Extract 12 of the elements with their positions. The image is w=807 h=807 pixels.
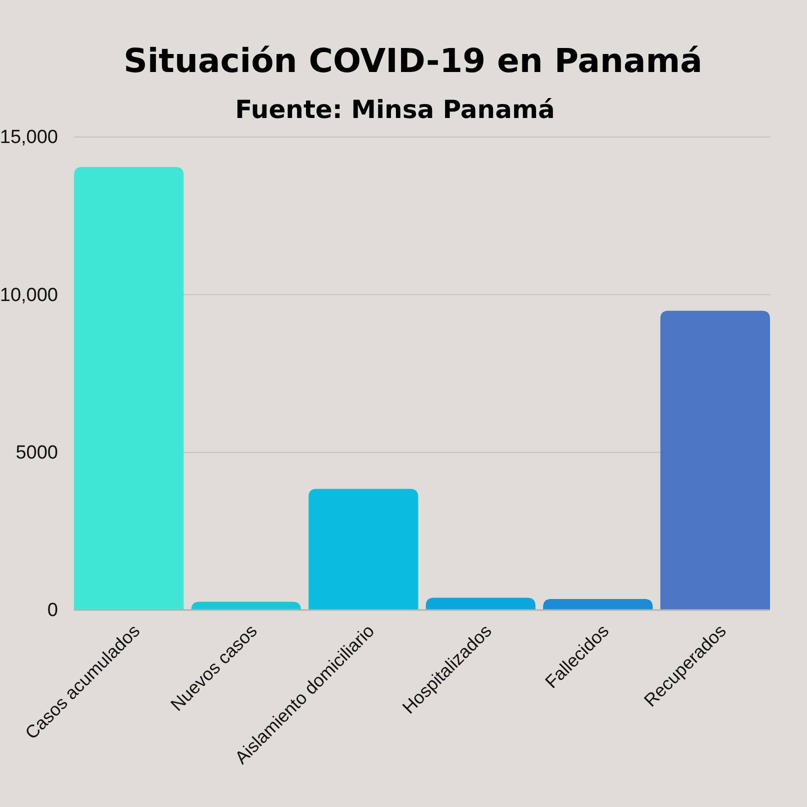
bar	[74, 166, 184, 610]
bar	[426, 598, 536, 610]
bar	[191, 602, 301, 610]
bar	[543, 598, 653, 610]
bar	[308, 488, 418, 610]
y-tick-label: 15,000	[0, 127, 58, 148]
chart-title: Situación COVID-19 en Panamá	[124, 41, 702, 80]
y-tick-label: 0	[47, 600, 58, 622]
chart-subtitle: Fuente: Minsa Panamá	[235, 95, 555, 124]
bar	[660, 310, 770, 610]
y-tick-label: 5000	[16, 442, 58, 464]
y-tick-label: 10,000	[0, 284, 58, 306]
